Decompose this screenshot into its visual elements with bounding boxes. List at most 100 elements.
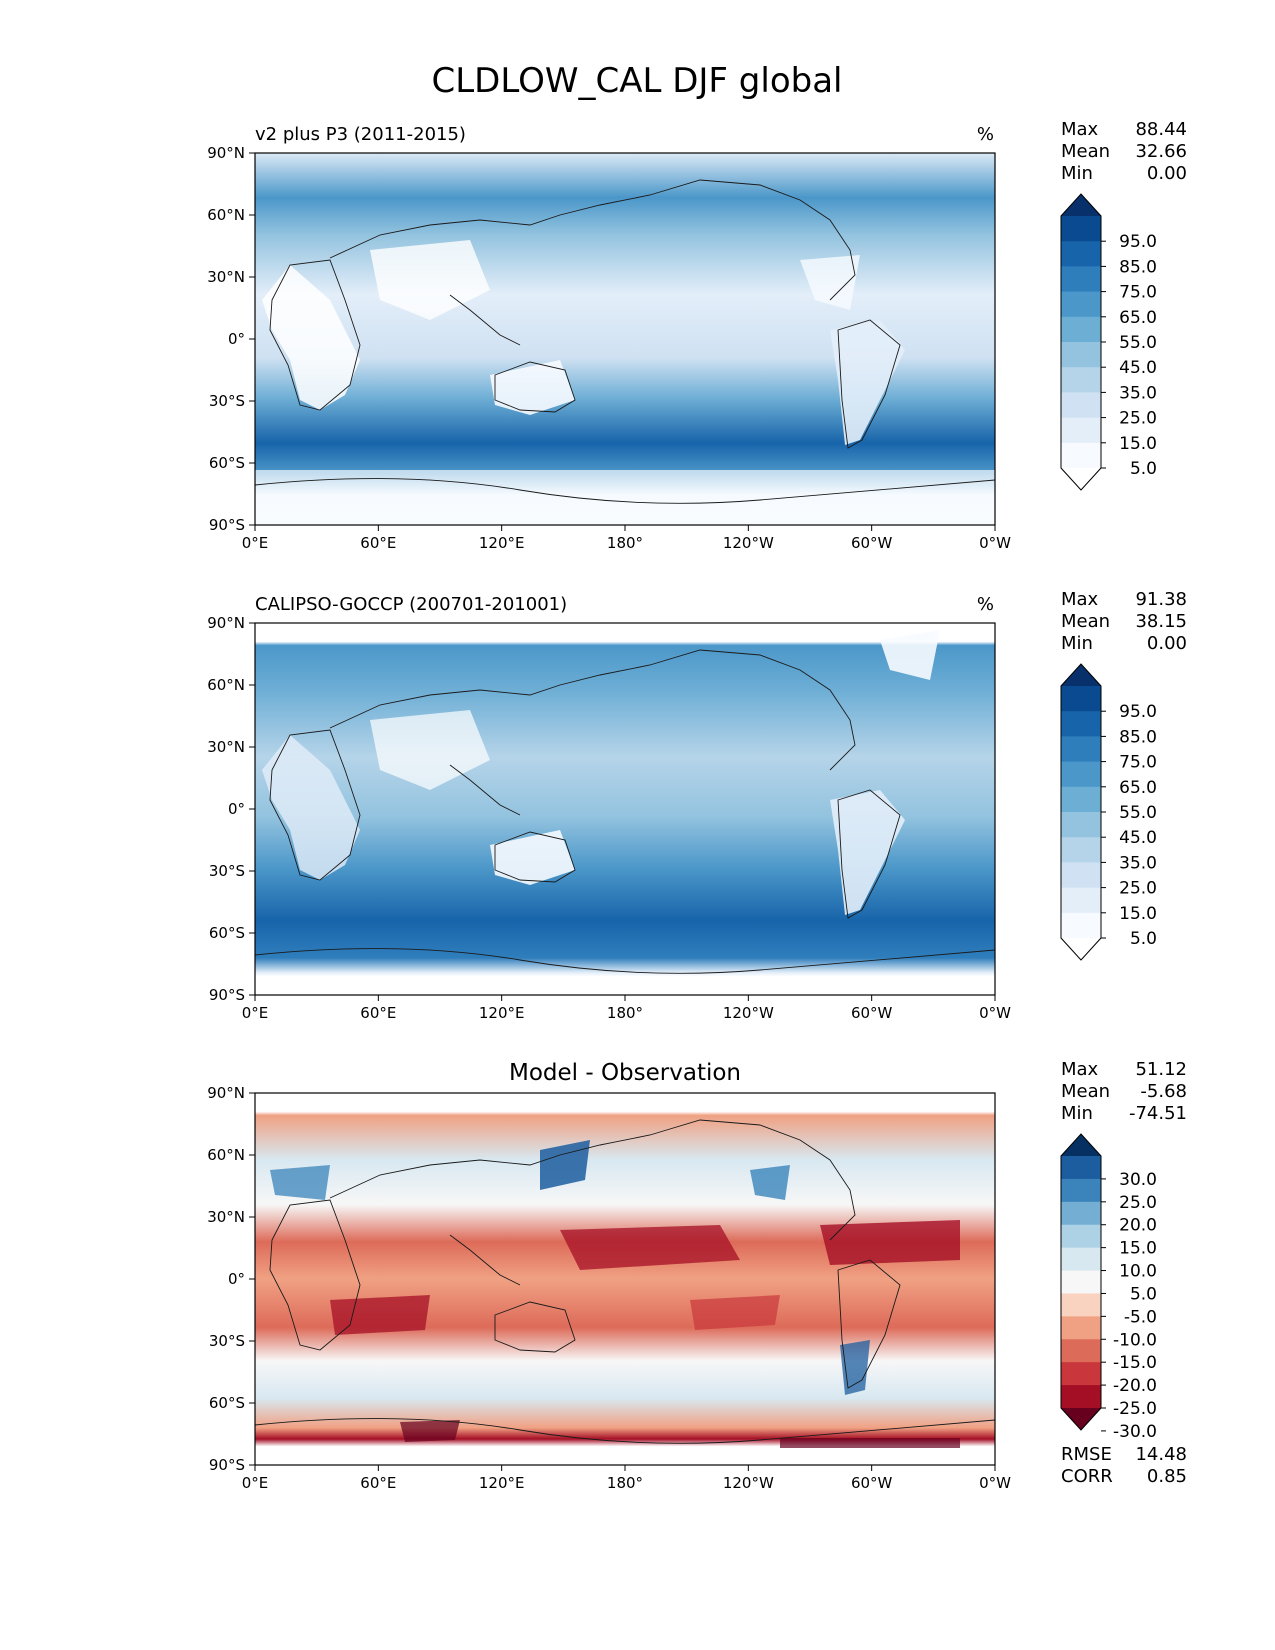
colorbar-label: 30.0 — [1119, 1170, 1157, 1190]
land-patches — [270, 1140, 960, 1448]
colorbar-segment — [1061, 1270, 1101, 1294]
stat-value-mean: -5.68 — [1140, 1081, 1187, 1102]
colorbar-extend-max — [1061, 664, 1101, 686]
stat-value-rmse: 14.48 — [1135, 1444, 1187, 1465]
land-patches — [255, 240, 995, 525]
lon-tick-label: 120°W — [723, 1004, 774, 1022]
stat-label-mean: Mean — [1061, 141, 1110, 162]
observation-panel: CALIPSO-GOCCP (200701-201001) % 90°N 60°N… — [207, 589, 1187, 1022]
stat-value-min: -74.51 — [1129, 1103, 1187, 1124]
colorbar-label: -15.0 — [1113, 1353, 1157, 1373]
lat-tick-label: 90°S — [209, 516, 245, 534]
colorbar-segment — [1061, 786, 1101, 813]
colorbar-segment — [1061, 316, 1101, 343]
colorbar-label: 45.0 — [1119, 828, 1157, 848]
colorbar-segment — [1061, 417, 1101, 444]
colorbar-label: 95.0 — [1119, 702, 1157, 722]
colorbar-label: 35.0 — [1119, 383, 1157, 403]
lon-tick-label: 180° — [607, 1474, 643, 1492]
lon-tick-label: 0°E — [242, 1474, 269, 1492]
lat-tick-label: 90°S — [209, 986, 245, 1004]
stat-label-corr: CORR — [1061, 1466, 1113, 1487]
stat-label-mean: Mean — [1061, 1081, 1110, 1102]
stat-label-max: Max — [1061, 119, 1099, 140]
panel-left-title: v2 plus P3 (2011-2015) — [255, 124, 466, 145]
lon-tick-label: 0°E — [242, 1004, 269, 1022]
panel-center-title: Model - Observation — [509, 1060, 741, 1086]
stats: Max 91.38 Mean 38.15 Min 0.00 — [1061, 589, 1187, 654]
colorbar-extend-max — [1061, 194, 1101, 216]
colorbar-segment — [1061, 216, 1101, 242]
model-panel: v2 plus P3 (2011-2015) % 90°N 60°N 30°N 0° 3… — [207, 119, 1187, 552]
colorbar-segment — [1061, 812, 1101, 838]
lat-tick-label: 60°N — [207, 676, 245, 694]
colorbar-label: -5.0 — [1124, 1307, 1157, 1327]
colorbar-segment — [1061, 1224, 1101, 1249]
colorbar-label: 55.0 — [1119, 333, 1157, 353]
colorbar-segment — [1061, 367, 1101, 393]
lat-tick-label: 0° — [228, 1270, 245, 1288]
colorbar-segment — [1061, 1385, 1101, 1409]
lon-tick-label: 60°E — [360, 1474, 396, 1492]
lon-tick-label: 60°W — [851, 1474, 893, 1492]
stat-value-mean: 38.15 — [1135, 611, 1187, 632]
colorbar-segment — [1061, 442, 1101, 469]
panel-left-title: CALIPSO-GOCCP (200701-201001) — [255, 594, 567, 615]
lat-tick-label: 30°N — [207, 738, 245, 756]
lon-tick-label: 120°E — [479, 1004, 525, 1022]
lon-tick-label: 0°W — [979, 1474, 1011, 1492]
lat-tick-label: 30°S — [209, 392, 245, 410]
stat-value-max: 91.38 — [1135, 589, 1187, 610]
lat-tick-label: 60°N — [207, 206, 245, 224]
figure-title: CLDLOW_CAL DJF global — [432, 61, 843, 101]
colorbar-label: 25.0 — [1119, 1193, 1157, 1213]
lat-tick-label: 60°N — [207, 1146, 245, 1164]
lat-tick-label: 0° — [228, 330, 245, 348]
colorbar-label: 95.0 — [1119, 232, 1157, 252]
lat-tick-label: 90°N — [207, 1084, 245, 1102]
colorbar-extend-min — [1061, 938, 1101, 960]
colorbar-label: 10.0 — [1119, 1262, 1157, 1282]
lon-tick-label: 120°E — [479, 1474, 525, 1492]
stat-label-rmse: RMSE — [1061, 1444, 1112, 1465]
colorbar-segment — [1061, 1178, 1101, 1203]
colorbar-segment — [1061, 1156, 1101, 1180]
colorbar-segment — [1061, 736, 1101, 763]
lat-tick-label: 30°S — [209, 862, 245, 880]
colorbar-label: 15.0 — [1119, 434, 1157, 454]
lon-tick-label: 0°W — [979, 534, 1011, 552]
colorbar-label: 5.0 — [1130, 929, 1157, 949]
colorbar: 95.0 85.0 75.0 65.0 55.0 45.0 35.0 25.0 15.0 5.0 — [1060, 663, 1157, 961]
stat-label-mean: Mean — [1061, 611, 1110, 632]
colorbar-label: 25.0 — [1119, 409, 1157, 429]
stat-label-min: Min — [1061, 1103, 1093, 1124]
colorbar: 30.0 25.0 20.0 15.0 10.05.0 -5.0 -10.0 -15.0 -20… — [1060, 1133, 1157, 1442]
colorbar-label: 45.0 — [1119, 358, 1157, 378]
colorbar-segment — [1061, 1362, 1101, 1386]
colorbar-segment — [1061, 1316, 1101, 1340]
colorbar-label: 15.0 — [1119, 904, 1157, 924]
colorbar-segment — [1061, 887, 1101, 914]
colorbar-label: -20.0 — [1113, 1376, 1157, 1396]
stats: Max 88.44 Mean 32.66 Min 0.00 — [1061, 119, 1187, 184]
colorbar-segment — [1061, 912, 1101, 939]
lon-tick-label: 180° — [607, 1004, 643, 1022]
coastlines — [254, 1119, 996, 1444]
colorbar-extend-min — [1061, 468, 1101, 490]
colorbar-segment — [1061, 266, 1101, 293]
colorbar-segment — [1061, 686, 1101, 712]
lon-tick-label: 120°W — [723, 534, 774, 552]
stat-label-max: Max — [1061, 1059, 1099, 1080]
lat-tick-label: 0° — [228, 800, 245, 818]
colorbar-extend-min — [1061, 1408, 1101, 1430]
stat-value-max: 51.12 — [1135, 1059, 1187, 1080]
difference-panel: Model - Observation 90°N 60°N 30°N 0° 30°S 60… — [207, 1059, 1187, 1492]
lon-tick-label: 0°W — [979, 1004, 1011, 1022]
colorbar-label: 85.0 — [1119, 727, 1157, 747]
lat-tick-label: 60°S — [209, 1394, 245, 1412]
coastlines — [254, 649, 996, 974]
colorbar-label: -10.0 — [1113, 1330, 1157, 1350]
lat-tick-label: 90°S — [209, 1456, 245, 1474]
colorbar-label: -30.0 — [1113, 1422, 1157, 1442]
lat-tick-label: 30°S — [209, 1332, 245, 1350]
